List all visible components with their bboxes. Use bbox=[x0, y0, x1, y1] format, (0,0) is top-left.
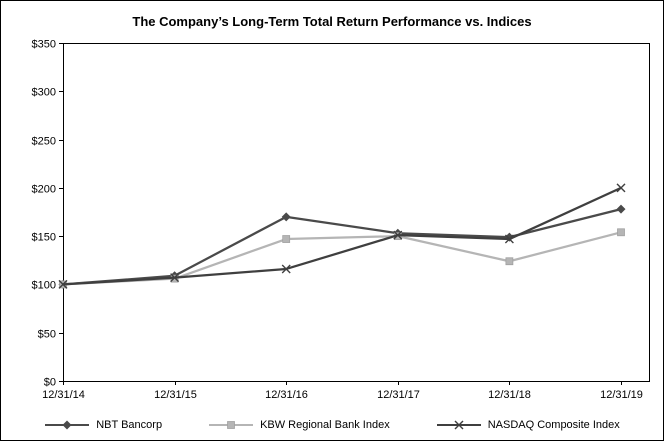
diamond-marker-icon bbox=[281, 212, 291, 222]
x-marker-icon bbox=[616, 183, 626, 193]
y-tick-label: $350 bbox=[32, 39, 56, 51]
diamond-marker-icon bbox=[616, 204, 626, 214]
y-tick-label: $0 bbox=[44, 377, 56, 389]
x-marker-icon bbox=[454, 420, 464, 430]
square-marker-icon bbox=[617, 228, 625, 237]
legend-label: NASDAQ Composite Index bbox=[487, 419, 620, 431]
x-tick-label: 12/31/14 bbox=[42, 389, 85, 401]
chart-legend: NBT Bancorp KBW Regional Bank Index NASDAQ… bbox=[1, 419, 663, 431]
y-tick-label: $100 bbox=[32, 280, 56, 292]
x-marker-icon bbox=[170, 273, 180, 283]
series-nbt-bancorp bbox=[58, 204, 626, 289]
y-tick-label: $50 bbox=[38, 329, 56, 341]
square-marker-icon bbox=[227, 421, 235, 429]
x-tick-label: 12/31/18 bbox=[488, 389, 531, 401]
y-tick-label: $300 bbox=[32, 87, 56, 99]
legend-label: NBT Bancorp bbox=[96, 419, 163, 431]
y-tick-label: $150 bbox=[32, 232, 56, 244]
y-tick-label: $200 bbox=[32, 184, 56, 196]
series-line bbox=[62, 231, 622, 286]
series-nasdaq-composite-index bbox=[58, 183, 626, 289]
square-marker-icon bbox=[505, 257, 514, 266]
x-tick-label: 12/31/17 bbox=[377, 389, 420, 401]
legend-item-nasdaq-composite-index: NASDAQ Composite Index bbox=[436, 419, 620, 431]
legend-diamond-marker-icon bbox=[45, 420, 90, 430]
x-tick-label: 12/31/15 bbox=[154, 389, 197, 401]
legend-x-marker-icon bbox=[436, 420, 481, 430]
x-marker-icon bbox=[393, 230, 403, 240]
x-tick-label: 12/31/19 bbox=[600, 389, 643, 401]
x-marker-icon bbox=[281, 264, 291, 274]
legend-item-nbt-bancorp: NBT Bancorp bbox=[44, 419, 162, 431]
square-marker-icon bbox=[282, 235, 291, 243]
x-marker-icon bbox=[58, 279, 68, 289]
series-line bbox=[62, 186, 622, 286]
series-line bbox=[62, 208, 622, 286]
x-tick-label: 12/31/16 bbox=[265, 389, 308, 401]
y-tick-label: $250 bbox=[32, 136, 56, 148]
diamond-marker-icon bbox=[62, 420, 72, 430]
legend-item-kbw-regional-bank-index: KBW Regional Bank Index bbox=[208, 419, 390, 431]
x-axis: 12/31/14 12/31/15 12/31/16 12/31/17 12/31/18… bbox=[42, 381, 643, 401]
y-axis: $0 $50 $100 $150 $200 $250 $300 $350 bbox=[32, 39, 63, 389]
x-marker-icon bbox=[504, 234, 514, 244]
legend-label: KBW Regional Bank Index bbox=[260, 419, 390, 431]
chart-title: The Company’s Long-Term Total Return Per… bbox=[132, 14, 532, 29]
plot-area-border bbox=[63, 43, 650, 382]
legend-square-marker-icon bbox=[209, 421, 254, 429]
